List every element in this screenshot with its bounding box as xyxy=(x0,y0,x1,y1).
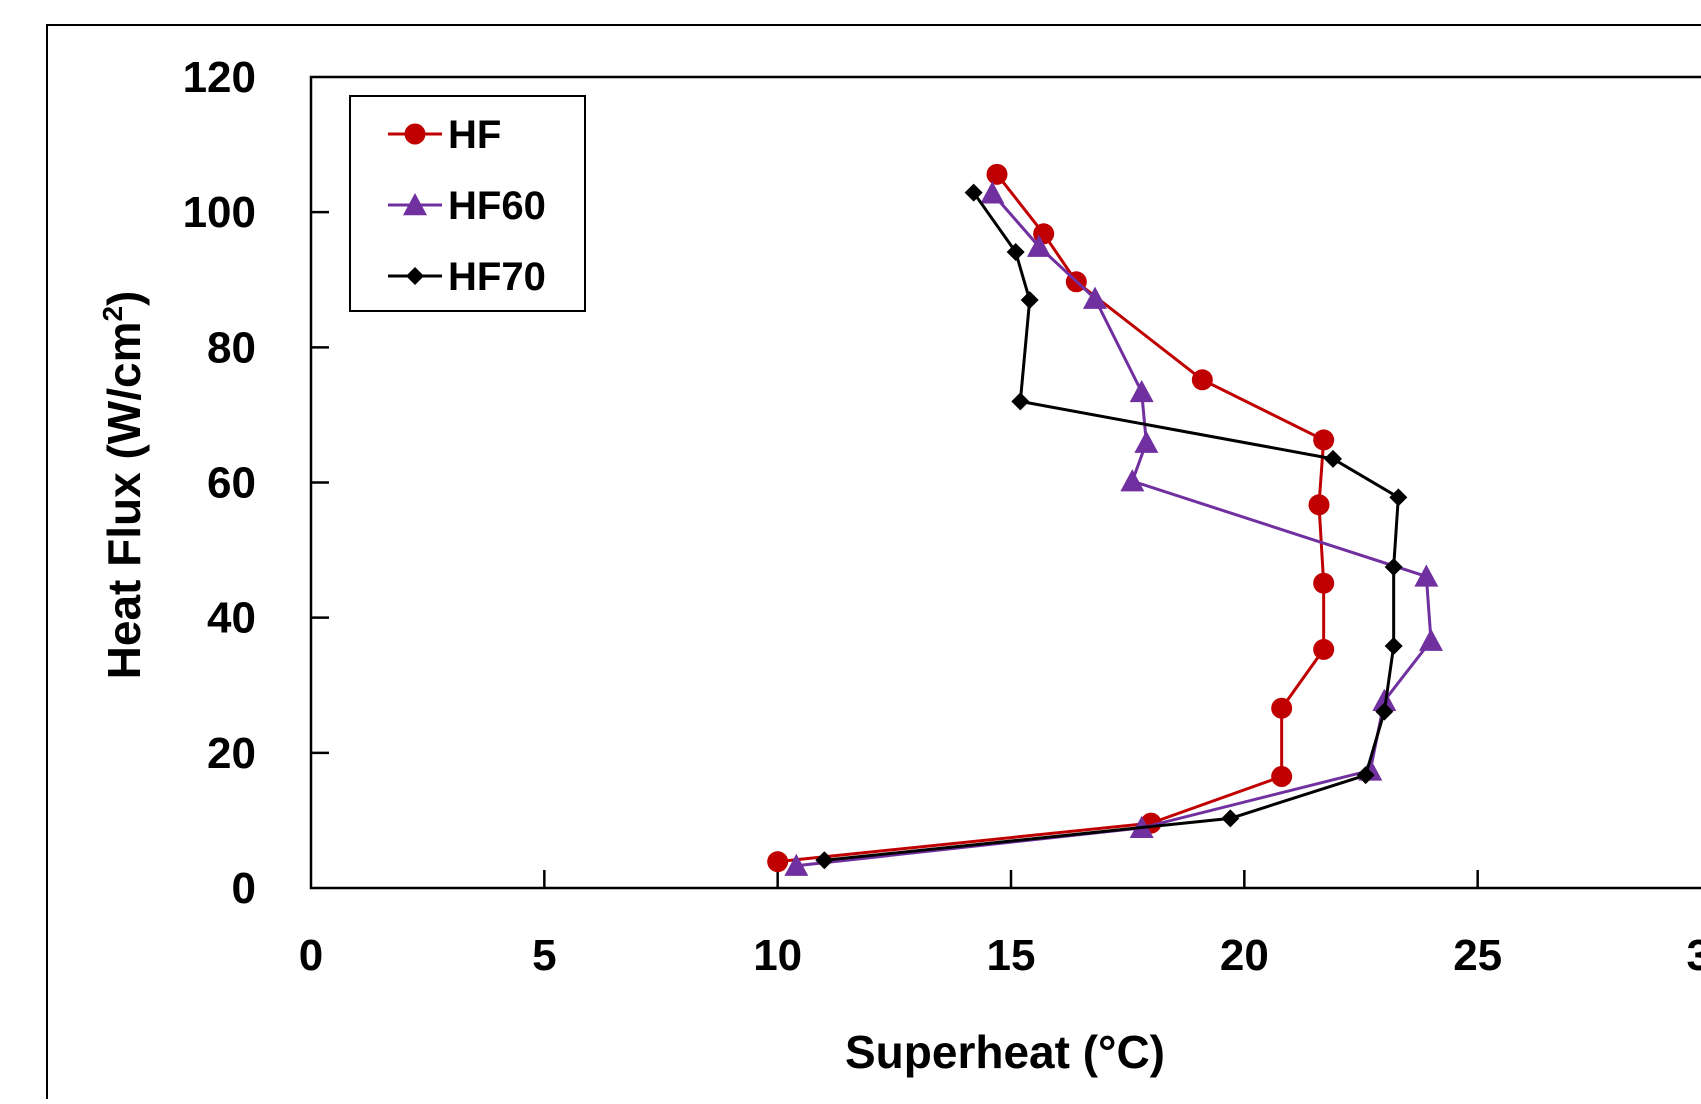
x-tick-label: 5 xyxy=(532,931,556,980)
data-point-hf70 xyxy=(1389,488,1408,507)
y-tick-label: 60 xyxy=(207,459,256,508)
legend-marker-hf xyxy=(404,123,426,145)
data-point-hf xyxy=(1271,697,1293,719)
x-tick-label: 10 xyxy=(753,931,802,980)
data-point-hf70 xyxy=(1375,702,1394,721)
data-point-hf xyxy=(1308,494,1330,516)
data-point-hf70 xyxy=(815,851,834,870)
x-axis: 0 5 10 15 20 25 30 xyxy=(299,870,1701,980)
legend: HF HF60 HF70 xyxy=(349,95,586,312)
data-point-hf70 xyxy=(1356,766,1375,785)
y-tick-label: 80 xyxy=(207,323,256,372)
legend-label-hf70: HF70 xyxy=(448,255,546,299)
series-hf70 xyxy=(815,183,1408,870)
x-tick-label: 20 xyxy=(1220,931,1269,980)
series-line-hf70 xyxy=(824,191,1400,862)
y-axis-title-main: Heat Flux (W/cm xyxy=(98,322,150,680)
y-axis-title-suffix: ) xyxy=(98,291,150,306)
data-point-hf xyxy=(1313,429,1335,451)
x-tick-label: 0 xyxy=(299,931,323,980)
legend-label-hf: HF xyxy=(448,113,501,157)
data-point-hf70 xyxy=(964,183,983,202)
data-point-hf60 xyxy=(784,853,809,876)
x-tick-label: 30 xyxy=(1687,931,1701,980)
data-point-hf60 xyxy=(1027,234,1051,257)
x-axis-title: Superheat (°C) xyxy=(845,1026,1165,1078)
data-point-hf xyxy=(1313,638,1335,660)
y-tick-label: 20 xyxy=(207,729,256,778)
data-point-hf xyxy=(1313,572,1335,594)
y-tick-label: 40 xyxy=(207,594,256,643)
x-tick-label: 25 xyxy=(1453,931,1502,980)
data-point-hf60 xyxy=(1083,286,1107,309)
legend-marker-hf60 xyxy=(403,193,427,216)
y-tick-label: 0 xyxy=(232,864,256,913)
series-hf60 xyxy=(784,181,1443,876)
data-point-hf60 xyxy=(980,181,1005,204)
data-point-hf70 xyxy=(1221,809,1240,828)
data-point-hf70 xyxy=(1020,291,1039,310)
data-point-hf60 xyxy=(1419,628,1443,651)
data-point-hf70 xyxy=(1006,243,1025,262)
legend-label-hf60: HF60 xyxy=(448,184,546,228)
data-point-hf xyxy=(986,163,1008,185)
data-point-hf60 xyxy=(1120,469,1145,492)
data-point-hf xyxy=(1271,765,1293,787)
data-point-hf60 xyxy=(1134,430,1159,453)
legend-items: HF HF60 HF70 xyxy=(388,113,546,299)
legend-item-hf70: HF70 xyxy=(388,255,546,299)
data-point-hf70 xyxy=(1384,557,1403,576)
data-point-hf xyxy=(1191,369,1213,391)
data-point-hf70 xyxy=(1384,637,1403,656)
data-point-hf xyxy=(767,851,789,873)
y-tick-label: 120 xyxy=(183,53,256,102)
y-tick-label: 100 xyxy=(183,188,256,237)
y-axis: 0 20 40 60 80 100 120 xyxy=(183,53,329,913)
legend-item-hf60: HF60 xyxy=(388,184,546,228)
series-line-hf60 xyxy=(796,192,1433,868)
data-point-hf60 xyxy=(1372,688,1397,711)
data-point-hf70 xyxy=(1324,449,1342,468)
series-layer xyxy=(767,163,1443,876)
data-point-hf70 xyxy=(1011,392,1030,411)
x-tick-label: 15 xyxy=(987,931,1036,980)
y-axis-title-sup: 2 xyxy=(97,306,128,322)
y-axis-title: Heat Flux (W/cm2) xyxy=(97,291,150,680)
legend-item-hf: HF xyxy=(388,113,501,157)
data-point-hf60 xyxy=(1129,379,1154,403)
data-point-hf60 xyxy=(1414,564,1439,587)
legend-marker-hf70 xyxy=(406,267,424,285)
